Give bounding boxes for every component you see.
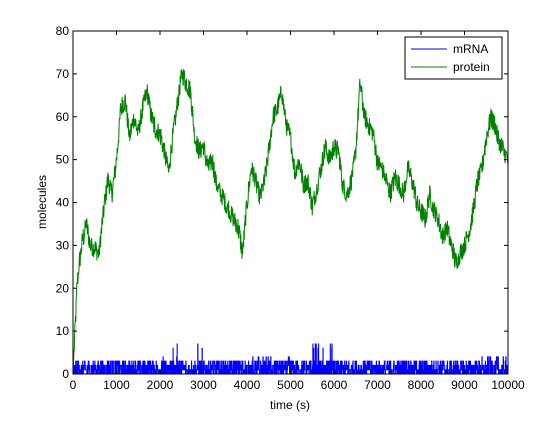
y-axis-label: molecules [35, 175, 49, 229]
legend-label-mrna: mRNA [453, 42, 488, 56]
x-tick-label: 6000 [321, 378, 348, 392]
series-line-protein [72, 68, 509, 375]
legend: mRNA protein [404, 36, 503, 80]
series-line-mrna [72, 343, 509, 375]
x-tick-label: 3000 [190, 378, 217, 392]
x-tick-label: 7000 [364, 378, 391, 392]
x-tick-label: 8000 [408, 378, 435, 392]
y-tick-label: 10 [56, 324, 70, 338]
x-tick-label: 2000 [147, 378, 174, 392]
x-tick-label: 10000 [491, 378, 525, 392]
y-tick-label: 60 [56, 110, 70, 124]
series-layer [72, 68, 509, 375]
y-tick-label: 70 [56, 67, 70, 81]
legend-label-protein: protein [453, 60, 490, 74]
legend-box [404, 36, 503, 80]
y-tick-label: 80 [56, 24, 70, 38]
y-tick-label: 40 [56, 196, 70, 210]
x-axis-label: time (s) [270, 398, 310, 412]
y-tick-label: 0 [62, 367, 69, 381]
plot-area [73, 31, 508, 374]
y-tick-label: 20 [56, 281, 70, 295]
y-tick-label: 50 [56, 153, 70, 167]
x-tick-label: 9000 [451, 378, 478, 392]
x-tick-label: 5000 [277, 378, 304, 392]
x-tick-label: 4000 [234, 378, 261, 392]
x-tick-label: 1000 [103, 378, 130, 392]
ticks-layer: 0 1000 2000 3000 4000 5000 6000 7000 8000 9000 100… [56, 24, 525, 392]
y-tick-label: 30 [56, 238, 70, 252]
x-tick-label: 0 [70, 378, 77, 392]
